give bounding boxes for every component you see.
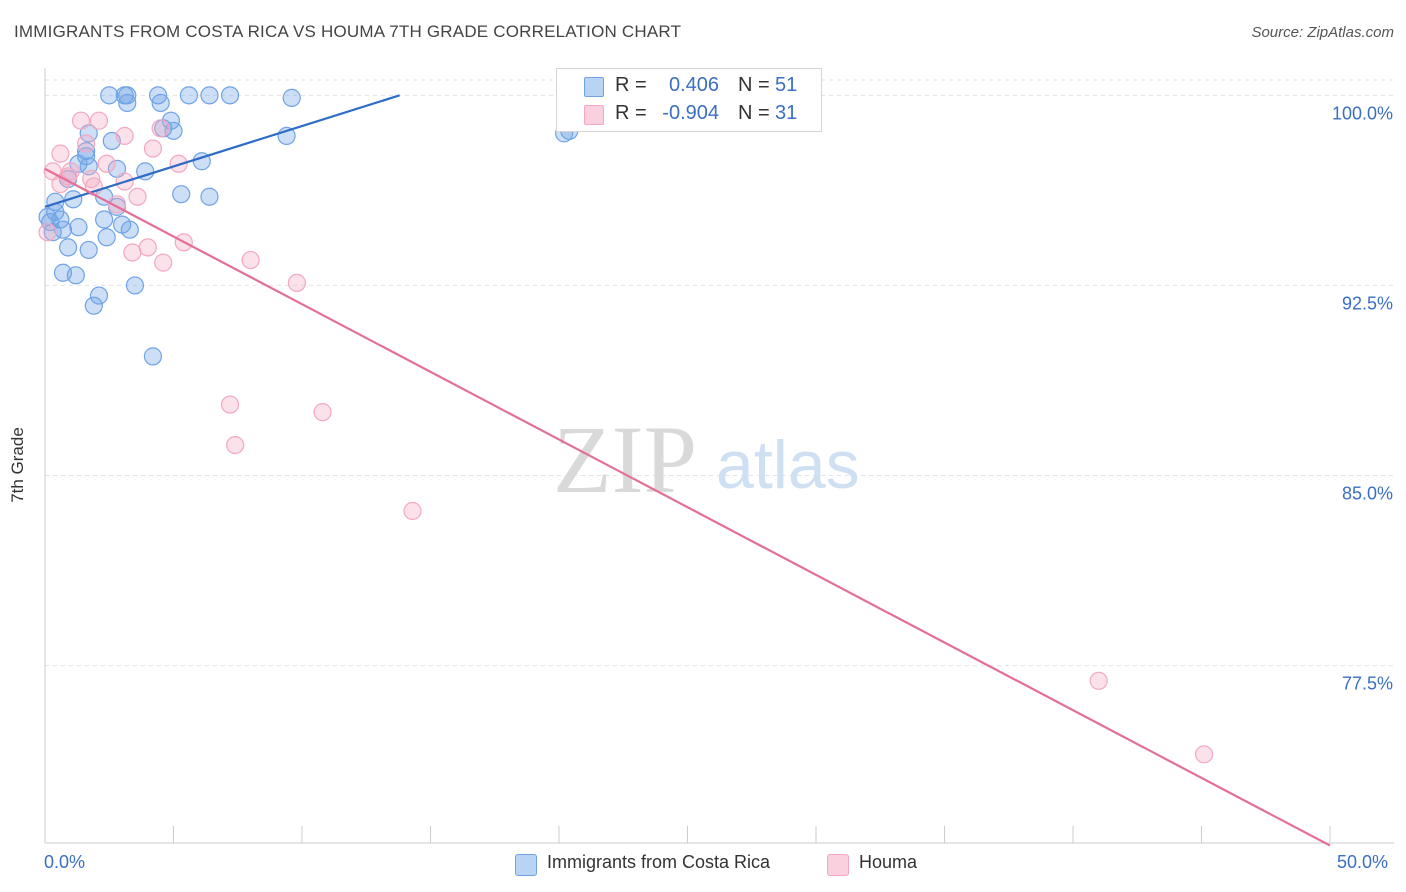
houma-point — [97, 154, 116, 173]
costa-rica-point — [100, 86, 119, 105]
houma-point — [77, 134, 96, 153]
watermark-atlas: atlas — [716, 427, 860, 503]
costa-rica-point — [84, 296, 103, 315]
r-label: R = — [615, 102, 647, 124]
axes — [44, 68, 1394, 844]
houma-point — [154, 253, 173, 272]
houma-point — [128, 187, 147, 206]
r-label: R = — [615, 74, 647, 96]
y-tick-label: 100.0% — [1332, 103, 1393, 123]
costa-rica-point — [143, 347, 163, 366]
watermark: ZIP atlas — [553, 406, 860, 513]
watermark-zip: ZIP — [553, 406, 697, 513]
houma-swatch — [827, 854, 849, 876]
n-label: N = — [738, 74, 770, 96]
costa-rica-point — [151, 93, 170, 113]
source-label: Source: ZipAtlas.com — [1251, 24, 1394, 41]
legend-label: Immigrants from Costa Rica — [547, 852, 771, 872]
costa-rica-point — [97, 228, 116, 247]
houma-point — [89, 111, 109, 130]
costa-rica-point — [59, 238, 78, 257]
houma-point — [51, 144, 70, 163]
houma-point — [287, 273, 306, 292]
houma-point — [71, 111, 91, 130]
correlation-legend: R = 0.406 N = 51 R = -0.904 N = 31 — [556, 68, 822, 132]
houma-point — [1089, 671, 1108, 690]
houma-point — [220, 395, 240, 414]
houma-point — [151, 119, 170, 138]
y-tick-label: 77.5% — [1342, 674, 1393, 694]
costa-rica-swatch — [515, 854, 537, 876]
costa-rica-point — [95, 210, 114, 229]
houma-point — [241, 250, 260, 270]
houma-point — [123, 243, 142, 262]
costa-rica-point — [200, 86, 219, 105]
costa-rica-point — [118, 93, 137, 113]
costa-rica-point — [118, 86, 137, 105]
houma-swatch — [584, 105, 604, 125]
legend-label: Houma — [859, 852, 918, 872]
legend-row-costa-rica: R = 0.406 N = 51 — [557, 71, 821, 99]
houma-point — [61, 162, 80, 181]
houma-point — [226, 435, 245, 455]
costa-rica-point — [120, 220, 139, 239]
legend-row-houma: R = -0.904 N = 31 — [557, 99, 821, 127]
n-value: 31 — [775, 102, 798, 124]
x-tick-max: 50.0% — [1337, 852, 1389, 872]
costa-rica-point — [64, 190, 83, 209]
n-label: N = — [738, 102, 770, 124]
costa-rica-point — [38, 207, 57, 227]
costa-rica-point — [200, 187, 219, 206]
costa-rica-point — [125, 276, 145, 295]
gridlines — [45, 79, 1394, 667]
houma-point — [143, 139, 163, 158]
houma-point — [1194, 745, 1214, 764]
costa-rica-point — [66, 266, 85, 285]
series-legend: Immigrants from Costa Rica Houma — [0, 852, 1406, 878]
houma-point — [38, 223, 57, 242]
costa-rica-point — [172, 185, 191, 204]
houma-point — [403, 501, 422, 521]
houma-point — [138, 238, 157, 257]
houma-trend-line — [44, 167, 1331, 847]
costa-rica-point — [89, 286, 109, 305]
costa-rica-point — [79, 240, 98, 260]
y-tick-labels: 100.0% 92.5% 85.0% 77.5% — [1332, 103, 1393, 693]
y-tick-label: 85.0% — [1342, 484, 1393, 504]
trend-lines — [44, 94, 1331, 847]
houma-point — [313, 403, 332, 422]
r-value: 0.406 — [668, 74, 719, 96]
costa-rica-point — [179, 86, 199, 105]
chart-title: IMMIGRANTS FROM COSTA RICA VS HOUMA 7TH … — [14, 22, 682, 41]
houma-point — [115, 126, 134, 145]
y-tick-label: 92.5% — [1342, 293, 1393, 313]
costa-rica-trend-line — [44, 94, 400, 208]
costa-rica-point — [220, 86, 240, 105]
r-value: -0.904 — [662, 102, 719, 124]
costa-rica-point — [282, 88, 301, 107]
costa-rica-point — [69, 218, 88, 237]
n-value: 51 — [775, 74, 798, 96]
data-points — [38, 86, 1214, 764]
costa-rica-swatch — [584, 77, 604, 97]
y-axis-label: 7th Grade — [8, 427, 27, 503]
x-tick-min: 0.0% — [44, 852, 86, 872]
